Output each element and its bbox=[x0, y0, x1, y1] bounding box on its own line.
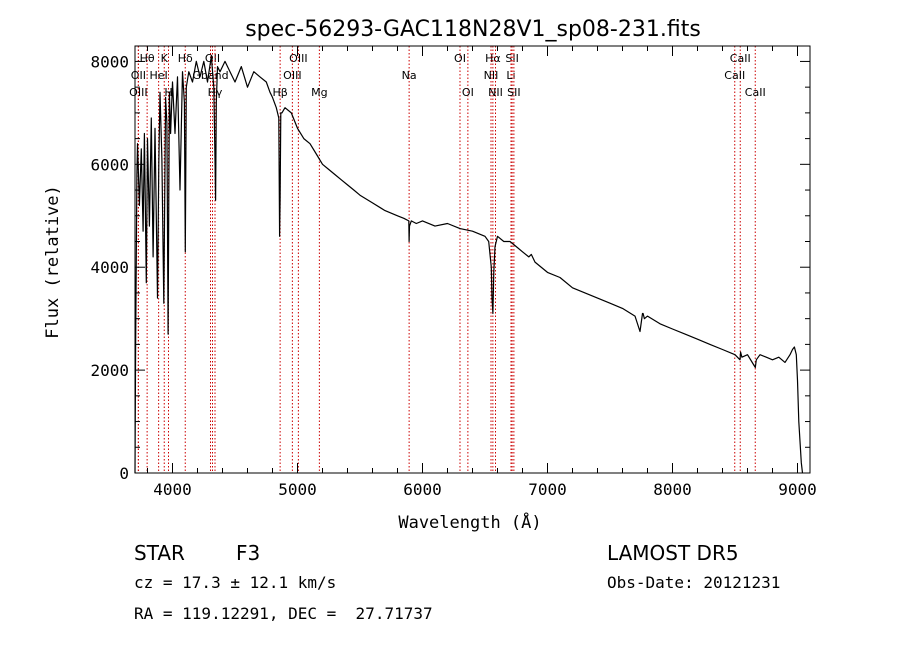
x-axis-label: Wavelength (Å) bbox=[398, 511, 541, 533]
y-tick-label-4: 8000 bbox=[90, 52, 129, 71]
marker-label-18: SII bbox=[505, 52, 518, 65]
y-tick-label-0: 0 bbox=[119, 464, 129, 483]
marker-label-9: Hγ bbox=[208, 86, 223, 99]
object-class: STAR bbox=[134, 541, 185, 565]
marker-label-13: Mg bbox=[311, 86, 327, 99]
marker-label-11: OIII bbox=[283, 69, 301, 82]
x-axis: 4000 5000 6000 7000 8000 9000 bbox=[147, 46, 817, 499]
marker-label-25: CaII bbox=[745, 86, 766, 99]
y-tick-label-1: 2000 bbox=[90, 361, 129, 380]
marker-label-0: Hθ bbox=[140, 52, 155, 65]
x-tick-label-4: 8000 bbox=[653, 480, 692, 499]
marker-label-24: CaII bbox=[724, 69, 745, 82]
marker-label-5: H bbox=[164, 86, 172, 99]
marker-label-14: Na bbox=[402, 69, 417, 82]
marker-label-7: OII bbox=[205, 52, 220, 65]
marker-label-15: OI bbox=[454, 52, 466, 65]
y-tick-label-2: 4000 bbox=[90, 258, 129, 277]
marker-label-10: OIII bbox=[289, 52, 307, 65]
spectrum-line bbox=[134, 55, 804, 474]
chart-title: spec-56293-GAC118N28V1_sp08-231.fits bbox=[245, 17, 701, 42]
marker-label-6: Hδ bbox=[178, 52, 193, 65]
marker-label-12: Hβ bbox=[272, 86, 287, 99]
y-axis-label: Flux (relative) bbox=[43, 185, 63, 339]
x-tick-label-5: 9000 bbox=[778, 480, 817, 499]
marker-label-23: CaII bbox=[730, 52, 751, 65]
observation-date: Obs-Date: 20121231 bbox=[607, 573, 781, 592]
x-tick-label-1: 5000 bbox=[278, 480, 317, 499]
marker-label-17: Hα bbox=[485, 52, 501, 65]
spectrum-series bbox=[134, 55, 804, 474]
marker-label-21: NII bbox=[488, 86, 503, 99]
y-tick-label-3: 6000 bbox=[90, 155, 129, 174]
marker-label-8: Gband bbox=[192, 69, 228, 82]
survey-name: LAMOST DR5 bbox=[607, 541, 739, 565]
x-tick-label-3: 7000 bbox=[528, 480, 567, 499]
coordinates: RA = 119.12291, DEC = 27.71737 bbox=[134, 604, 433, 623]
plot-frame bbox=[134, 45, 811, 474]
marker-label-3: K bbox=[161, 52, 169, 65]
object-subclass: F3 bbox=[236, 541, 261, 565]
marker-label-20: Li bbox=[506, 69, 515, 82]
marker-label-2: OIII bbox=[129, 86, 147, 99]
marker-label-4: HeI bbox=[149, 69, 167, 82]
marker-label-16: OI bbox=[462, 86, 474, 99]
redshift-velocity: cz = 17.3 ± 12.1 km/s bbox=[134, 573, 337, 592]
x-tick-label-0: 4000 bbox=[153, 480, 192, 499]
marker-label-22: SII bbox=[507, 86, 520, 99]
x-tick-label-2: 6000 bbox=[403, 480, 442, 499]
marker-label-19: NII bbox=[484, 69, 499, 82]
y-axis: 0 2000 4000 6000 8000 bbox=[90, 52, 810, 483]
